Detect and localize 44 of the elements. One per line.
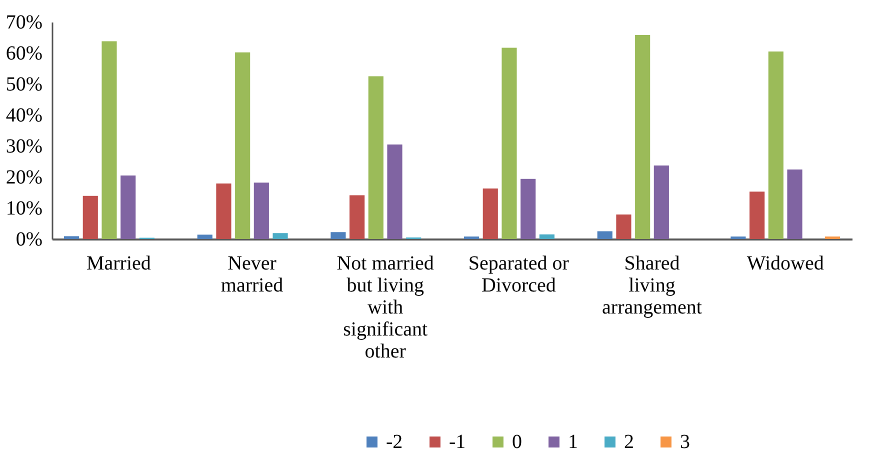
y-tick-label: 10% <box>6 198 42 220</box>
bar <box>120 175 136 239</box>
y-tick-label: 60% <box>6 42 42 64</box>
bar <box>197 234 212 239</box>
bar <box>254 182 269 239</box>
bar <box>502 48 517 239</box>
x-tick-label: Separated or Divorced <box>468 252 570 296</box>
legend-label: 0 <box>512 431 522 453</box>
y-tick-label: 30% <box>6 136 42 158</box>
legend-label: -1 <box>449 431 466 453</box>
bar <box>102 41 117 239</box>
legend-label: -2 <box>386 431 403 453</box>
bar <box>82 196 98 239</box>
bar <box>597 231 612 239</box>
y-tick-label: 0% <box>16 228 42 250</box>
bar <box>387 144 402 239</box>
bar <box>787 170 802 239</box>
bar <box>350 195 365 239</box>
y-tick-label: 40% <box>6 104 42 126</box>
bar <box>235 52 250 239</box>
x-tick-label: Married <box>86 252 151 274</box>
bar <box>64 236 80 239</box>
x-tick-label: Shared living arrangement <box>602 252 702 318</box>
bar <box>520 178 536 239</box>
y-tick-label: 70% <box>6 12 42 34</box>
x-tick-label: Widowed <box>746 252 824 274</box>
bar <box>750 192 765 239</box>
legend-label: 2 <box>624 431 634 453</box>
bar <box>272 233 288 239</box>
y-tick-label: 20% <box>6 166 42 188</box>
bar <box>330 232 346 239</box>
bar <box>616 214 632 239</box>
bar <box>368 76 384 239</box>
legend-label: 3 <box>680 431 690 453</box>
bar <box>482 188 498 239</box>
bar <box>654 166 669 239</box>
bar <box>768 51 784 239</box>
bar <box>539 234 554 239</box>
x-tick-label: Never married <box>220 252 284 296</box>
y-tick-label: 50% <box>6 74 42 96</box>
bar <box>216 184 232 239</box>
bar <box>635 35 650 239</box>
legend-label: 1 <box>568 431 578 453</box>
x-tick-label: Not married but living with significant other <box>336 252 434 362</box>
